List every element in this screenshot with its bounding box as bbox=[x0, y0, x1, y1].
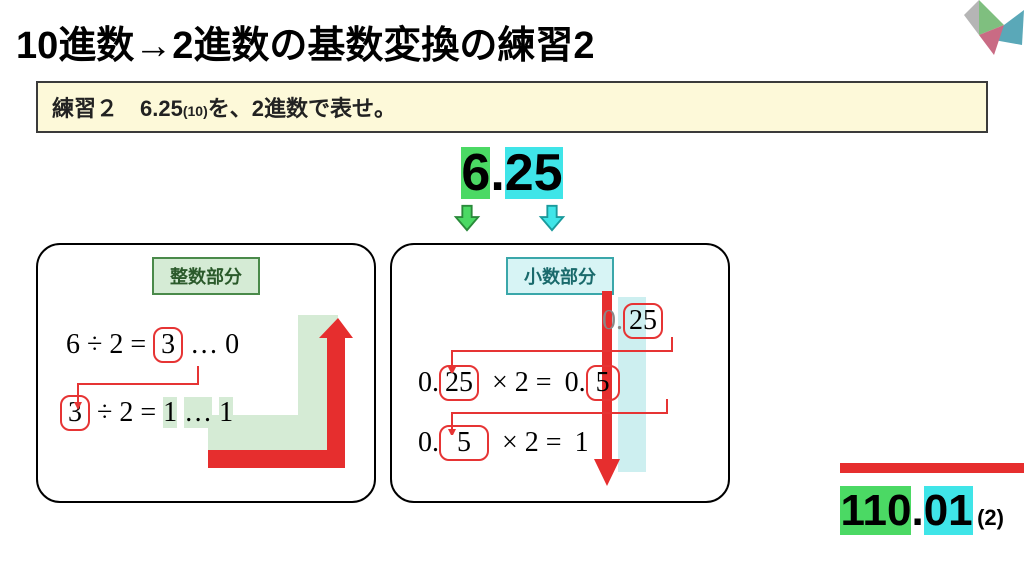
connector-f2 bbox=[442, 395, 682, 435]
integer-highlight: 6 bbox=[461, 147, 490, 199]
red-arrow-right-icon bbox=[840, 456, 1024, 480]
integer-panel: 整数部分 6 ÷ 2 = 3 … 0 3 ÷ 2 = 1 … 1 bbox=[36, 243, 376, 503]
connector-1 bbox=[68, 360, 208, 410]
fraction-highlight: 25 bbox=[505, 147, 563, 199]
connector-f1 bbox=[442, 333, 682, 373]
integer-panel-label: 整数部分 bbox=[152, 257, 260, 295]
number-display: 6.25 bbox=[0, 143, 1024, 203]
corner-logo-icon bbox=[934, 0, 1024, 70]
int-step-1: 6 ÷ 2 = 3 … 0 bbox=[66, 327, 239, 363]
result: 110.01 (2) bbox=[840, 486, 1004, 536]
arrow-down-cyan-icon bbox=[538, 204, 566, 232]
fraction-panel-label: 小数部分 bbox=[506, 257, 614, 295]
red-arrow-up-icon bbox=[198, 293, 358, 468]
arrow-down-green-icon bbox=[453, 204, 481, 232]
page-title: 10進数→2進数の基数変換の練習2 bbox=[0, 0, 1024, 77]
problem-statement: 練習２ 6.25(10)を、2進数で表せ。 bbox=[36, 81, 988, 133]
fraction-panel: 小数部分 0.25 0.25 × 2 = 0.5 0.5 × 2 = 1 bbox=[390, 243, 730, 503]
